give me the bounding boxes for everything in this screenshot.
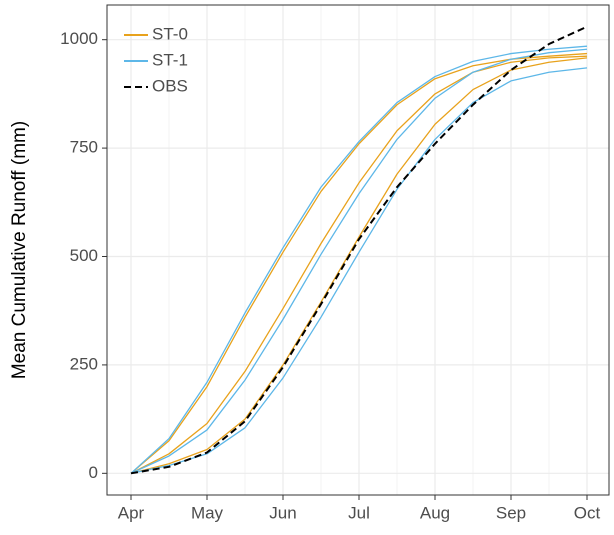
y-tick-label: 1000 [60, 29, 98, 48]
y-axis-label: Mean Cumulative Runoff (mm) [9, 121, 30, 379]
x-tick-label: Jul [348, 503, 370, 522]
x-tick-label: Oct [574, 503, 601, 522]
x-tick-label: Aug [420, 503, 450, 522]
plot-border [106, 4, 610, 496]
x-tick-label: May [191, 503, 224, 522]
y-tick-label: 500 [70, 246, 98, 265]
series-line [130, 55, 588, 474]
y-tick-label: 0 [89, 463, 98, 482]
series-line [130, 45, 588, 474]
x-tick-label: Apr [118, 503, 145, 522]
y-tick-label: 750 [70, 138, 98, 157]
x-tick-label: Sep [496, 503, 526, 522]
series-line [130, 25, 588, 475]
y-tick-label: 250 [70, 354, 98, 373]
x-tick-label: Jun [269, 503, 296, 522]
plot-background [107, 5, 609, 495]
series-line [130, 57, 588, 474]
legend-label: OBS [152, 76, 188, 95]
legend-label: ST-1 [152, 50, 188, 69]
legend-label: ST-0 [152, 24, 188, 43]
series-line [130, 48, 588, 474]
series-line [130, 67, 588, 474]
